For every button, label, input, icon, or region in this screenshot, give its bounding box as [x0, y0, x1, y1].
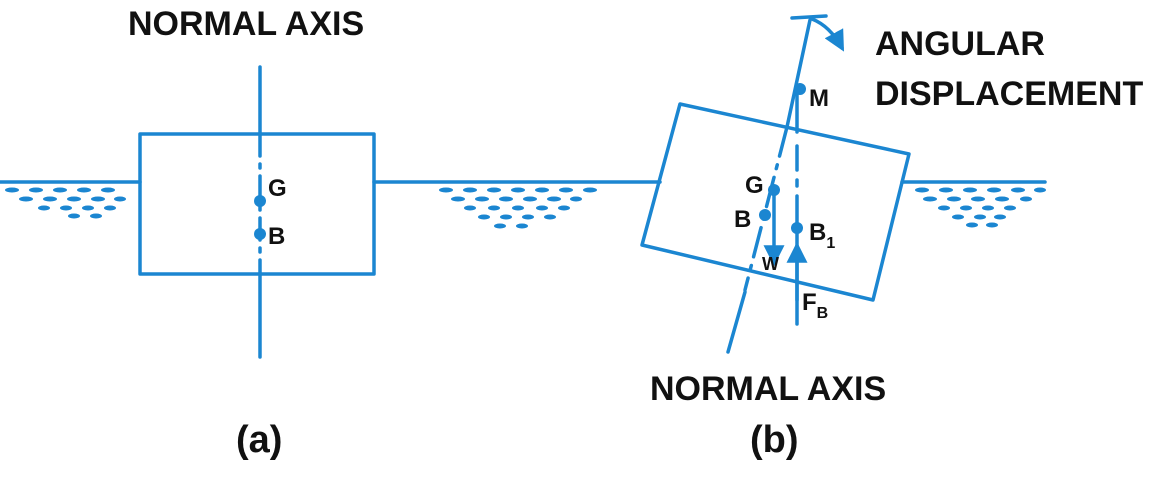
point-b-b: [759, 209, 771, 221]
label-b1-main: B: [809, 219, 826, 246]
water-pattern-left: [5, 187, 126, 219]
panel-a-title: NORMAL AXIS: [128, 5, 364, 43]
label-fb: FB: [802, 289, 828, 322]
panel-b: ANGULAR DISPLACEMENT M G B: [640, 14, 1143, 461]
label-g-b: G: [745, 172, 764, 199]
floating-body-upright: [138, 132, 376, 276]
caption-b: (b): [750, 419, 799, 461]
panel-b-axis-label: NORMAL AXIS: [650, 370, 886, 408]
angular-displacement-arrow: [810, 17, 845, 52]
floating-body-heeled: [640, 102, 911, 302]
point-b-a: [254, 228, 266, 240]
point-g-b: [768, 184, 780, 196]
label-fb-sub: B: [817, 305, 829, 322]
label-b-b: B: [734, 206, 751, 233]
point-b1: [791, 222, 803, 234]
caption-a: (a): [236, 419, 282, 461]
point-m: [794, 83, 806, 95]
label-m: M: [809, 85, 829, 112]
panel-a: NORMAL AXIS G B (a): [128, 5, 376, 461]
label-w: W: [762, 254, 779, 274]
water-pattern-middle: [439, 187, 597, 229]
normal-axis-b: [726, 14, 828, 354]
label-g-a: G: [268, 175, 287, 202]
label-fb-main: F: [802, 289, 817, 316]
water-pattern-right: [915, 187, 1046, 228]
label-b1-sub: 1: [826, 235, 835, 252]
angular-displacement-line2: DISPLACEMENT: [875, 75, 1143, 113]
point-g-a: [254, 195, 266, 207]
label-b-a: B: [268, 223, 285, 250]
label-b1: B1: [809, 219, 835, 252]
angular-displacement-line1: ANGULAR: [875, 25, 1045, 63]
